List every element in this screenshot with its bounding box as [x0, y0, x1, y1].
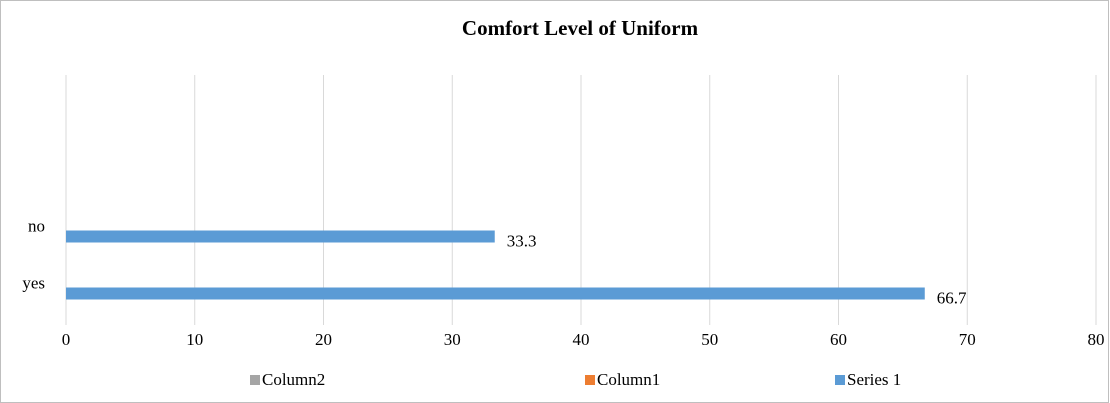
data-label: 66.7	[937, 288, 967, 307]
y-tick-label: no	[28, 216, 45, 235]
legend-label: Column2	[262, 370, 325, 389]
bar	[66, 230, 495, 243]
x-tick-label: 70	[959, 330, 976, 349]
legend-swatch	[585, 375, 595, 385]
legend-label: Column1	[597, 370, 660, 389]
x-tick-label: 20	[315, 330, 332, 349]
x-tick-label: 40	[573, 330, 590, 349]
bar	[66, 287, 925, 300]
legend-swatch	[250, 375, 260, 385]
x-tick-label: 80	[1088, 330, 1105, 349]
x-tick-label: 0	[62, 330, 71, 349]
x-tick-label: 30	[444, 330, 461, 349]
chart-title: Comfort Level of Uniform	[462, 16, 699, 40]
x-tick-label: 50	[701, 330, 718, 349]
legend-swatch	[835, 375, 845, 385]
legend-label: Series 1	[847, 370, 901, 389]
data-label: 33.3	[507, 231, 537, 250]
y-tick-label: yes	[22, 273, 45, 292]
x-tick-label: 60	[830, 330, 847, 349]
x-tick-label: 10	[186, 330, 203, 349]
